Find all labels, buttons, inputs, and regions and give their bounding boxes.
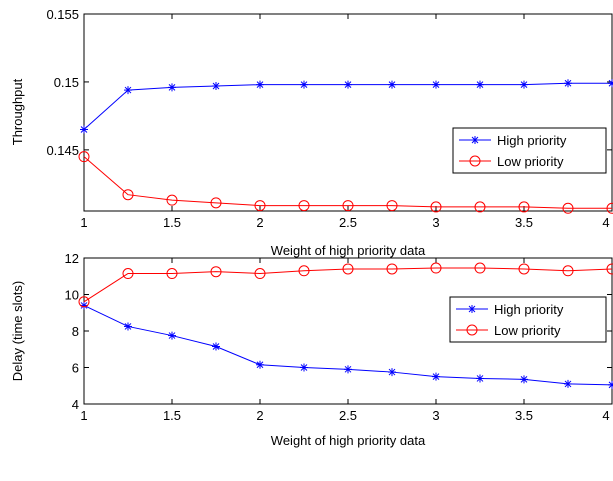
throughput-data-point: [564, 79, 572, 88]
throughput-plot-area: [83, 13, 613, 212]
delay-x-tick-label: 1: [80, 408, 87, 423]
delay-legend-label: Low priority: [494, 323, 561, 338]
throughput-legend-marker: [469, 155, 481, 167]
delay-data-point: [564, 379, 572, 388]
throughput-ticks: 1 1.5 2 2.5 3 3.5 4 0.145 0.15 0.155: [46, 7, 613, 230]
delay-chart: 1 1.5 2 2.5 3 3.5 4 4 6 8 10 12 Weight of high prio…: [10, 251, 613, 448]
delay-data-point: [254, 268, 266, 280]
delay-series: [78, 262, 613, 389]
throughput-data-point: [518, 201, 530, 213]
delay-data-point: [210, 266, 222, 278]
throughput-x-tick-label: 2: [256, 215, 263, 230]
delay-data-point: [300, 363, 308, 372]
delay-y-tick-label: 10: [65, 288, 79, 303]
delay-data-point: [474, 262, 486, 274]
delay-data-point: [518, 263, 530, 275]
throughput-series-line-1: [83, 156, 612, 209]
delay-data-point: [256, 360, 264, 369]
throughput-data-point: [386, 200, 398, 212]
throughput-x-tick-label: 4: [602, 215, 609, 230]
throughput-data-point: [606, 202, 613, 214]
delay-data-point: [342, 263, 354, 275]
throughput-data-point: [608, 79, 613, 88]
throughput-data-point: [342, 200, 354, 212]
delay-data-point: [78, 296, 90, 308]
throughput-legend-marker: [471, 136, 479, 144]
throughput-data-point: [122, 189, 134, 201]
throughput-data-point: [298, 200, 310, 212]
throughput-data-point: [562, 202, 574, 214]
delay-y-tick-label: 4: [72, 397, 79, 412]
delay-y-tick-label: 8: [72, 324, 79, 339]
throughput-data-point: [254, 200, 266, 212]
delay-legend-marker: [468, 305, 476, 313]
delay-data-point: [298, 265, 310, 277]
delay-y-tick-label: 6: [72, 361, 79, 376]
throughput-data-point: [430, 201, 442, 213]
throughput-x-tick-label: 3.5: [515, 215, 533, 230]
throughput-x-axis-label: Weight of high priority data: [271, 243, 426, 258]
throughput-x-tick-label: 2.5: [339, 215, 357, 230]
throughput-data-point: [344, 80, 352, 89]
throughput-data-point: [256, 80, 264, 89]
throughput-data-point: [388, 80, 396, 89]
delay-data-point: [476, 374, 484, 383]
throughput-series: [78, 79, 613, 214]
throughput-data-point: [476, 80, 484, 89]
throughput-data-point: [210, 197, 222, 209]
throughput-legend-label: High priority: [497, 133, 567, 148]
delay-data-point: [122, 268, 134, 280]
throughput-chart: 1 1.5 2 2.5 3 3.5 4 0.145 0.15 0.155 Weight of hi…: [10, 7, 613, 258]
throughput-data-point: [168, 83, 176, 92]
delay-x-tick-label: 2.5: [339, 408, 357, 423]
delay-data-point: [606, 263, 613, 275]
delay-data-point: [344, 365, 352, 374]
delay-data-point: [562, 265, 574, 277]
throughput-data-point: [520, 80, 528, 89]
throughput-legend-box: [452, 127, 607, 174]
delay-x-tick-label: 4: [602, 408, 609, 423]
delay-ticks: 1 1.5 2 2.5 3 3.5 4 4 6 8 10 12: [65, 251, 613, 423]
delay-legend-label: High priority: [494, 302, 564, 317]
throughput-legend-label: Low priority: [497, 154, 564, 169]
delay-data-point: [608, 380, 613, 389]
throughput-y-axis-label: Throughput: [10, 78, 25, 145]
delay-data-point: [166, 268, 178, 280]
throughput-y-tick-label: 0.145: [46, 143, 79, 158]
throughput-y-tick-label: 0.15: [54, 75, 79, 90]
throughput-data-point: [80, 125, 88, 134]
delay-x-tick-label: 3.5: [515, 408, 533, 423]
delay-data-point: [168, 331, 176, 340]
throughput-data-point: [212, 82, 220, 91]
throughput-data-point: [300, 80, 308, 89]
delay-legend-marker: [466, 324, 478, 336]
delay-data-point: [388, 368, 396, 377]
throughput-data-point: [474, 201, 486, 213]
delay-data-point: [520, 375, 528, 384]
delay-data-point: [430, 262, 442, 274]
delay-legend-box: [449, 296, 607, 343]
throughput-data-point: [78, 151, 90, 163]
throughput-y-tick-label: 0.155: [46, 7, 79, 22]
throughput-data-point: [166, 194, 178, 206]
delay-data-point: [212, 342, 220, 351]
delay-series-line-1: [83, 267, 613, 303]
throughput-data-point: [124, 86, 132, 95]
throughput-legend: High priority Low priority: [452, 127, 607, 174]
delay-y-axis-label: Delay (time slots): [10, 281, 25, 381]
delay-data-point: [432, 372, 440, 381]
throughput-x-tick-label: 3: [432, 215, 439, 230]
delay-x-tick-label: 3: [432, 408, 439, 423]
delay-legend: High priority Low priority: [449, 296, 607, 343]
delay-data-point: [386, 263, 398, 275]
throughput-data-point: [432, 80, 440, 89]
delay-y-tick-label: 12: [65, 251, 79, 266]
delay-x-axis-label: Weight of high priority data: [271, 433, 426, 448]
delay-data-point: [124, 322, 132, 331]
throughput-x-tick-label: 1: [80, 215, 87, 230]
throughput-x-tick-label: 1.5: [163, 215, 181, 230]
delay-x-tick-label: 2: [256, 408, 263, 423]
delay-x-tick-label: 1.5: [163, 408, 181, 423]
